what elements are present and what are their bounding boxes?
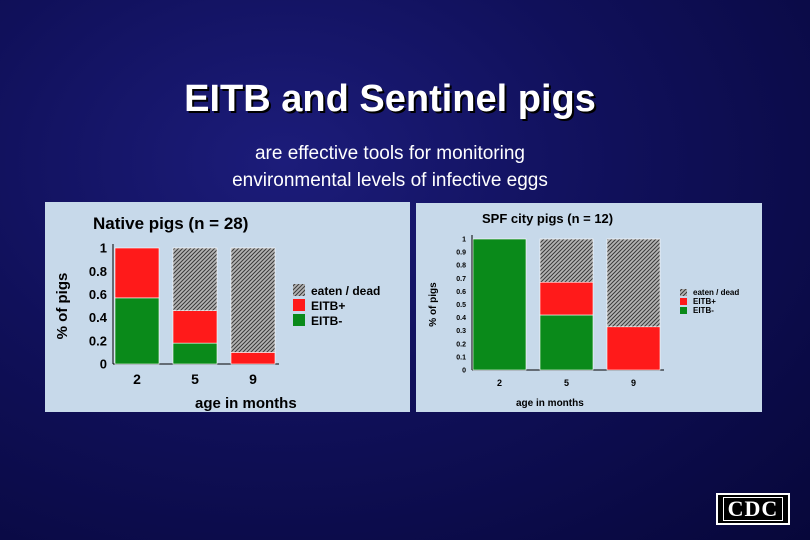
y-tick-label: 0.9 [456, 250, 466, 257]
subtitle-line-2: environmental levels of infective eggs [232, 170, 548, 191]
legend-label: EITB+ [693, 297, 716, 306]
y-axis-label: % of pigs [428, 282, 439, 327]
cdc-logo-text: CDC [722, 497, 784, 521]
bar-segment-eitb [230, 352, 276, 365]
y-axis-label: % of pigs [54, 273, 71, 340]
legend-swatch [293, 299, 305, 311]
bar-segment-eitb [172, 342, 218, 365]
legend-label: EITB- [693, 306, 714, 315]
spf-city-pigs-chart-panel: SPF city pigs (n = 12) 0 0.1 0.2 0.3 0.4 0.5 0.… [416, 203, 762, 412]
x-axis-label: age in months [516, 398, 584, 409]
x-tick-label: 2 [497, 378, 502, 388]
chart-title: Native pigs (n = 28) [93, 214, 248, 233]
slide-title: EITB and Sentinel pigs [184, 78, 596, 120]
legend-swatch [680, 289, 687, 296]
x-tick-label: 9 [249, 371, 257, 387]
legend-swatch [293, 284, 305, 296]
y-tick-label: 0.2 [456, 341, 466, 348]
y-tick-label: 1 [462, 236, 466, 243]
y-tick-label: 0.5 [456, 302, 466, 309]
bar-segment-eaten-dead [230, 247, 276, 353]
y-tick-label: 0.6 [89, 287, 107, 302]
bar-segment-eitb [114, 297, 160, 365]
y-tick-label: 0.1 [456, 354, 466, 361]
x-tick-label: 9 [631, 378, 636, 388]
y-tick-label: 0 [100, 357, 107, 372]
x-tick-label: 2 [133, 371, 141, 387]
y-tick-label: 0.3 [456, 328, 466, 335]
bar-segment-eaten-dead [606, 238, 661, 328]
legend-swatch [293, 314, 305, 326]
y-tick-label: 0.7 [456, 276, 466, 283]
legend-swatch [680, 298, 687, 305]
legend-label: eaten / dead [311, 284, 380, 298]
bar-segment-eaten-dead [172, 247, 218, 311]
y-tick-label: 0.4 [456, 315, 466, 322]
spf-city-pigs-chart: SPF city pigs (n = 12) 0 0.1 0.2 0.3 0.4 0.5 0.… [428, 211, 739, 409]
x-tick-label: 5 [564, 378, 569, 388]
legend-swatch [680, 307, 687, 314]
subtitle-line-1: are effective tools for monitoring [254, 143, 525, 164]
legend-label: EITB- [311, 314, 342, 328]
bar-segment-eitb [606, 326, 661, 371]
y-tick-label: 0 [462, 367, 466, 374]
bar-segment-eitb [114, 247, 160, 299]
x-tick-label: 5 [191, 371, 199, 387]
native-pigs-chart-panel: Native pigs (n = 28) 0 0.2 0.4 0.6 0.8 1 % of p… [45, 202, 410, 412]
y-tick-label: 0.6 [456, 289, 466, 296]
bar-segment-eitb [172, 310, 218, 344]
y-tick-label: 0.8 [89, 264, 107, 279]
bar-segment-eaten-dead [539, 238, 594, 283]
y-tick-label: 0.8 [456, 263, 466, 270]
legend-label: EITB+ [311, 299, 345, 313]
y-tick-label: 0.2 [89, 333, 107, 348]
bar-segment-eitb [539, 281, 594, 316]
bar-segment-eitb [539, 314, 594, 371]
bar-segment-eitb [472, 238, 527, 371]
legend-label: eaten / dead [693, 288, 739, 297]
chart-title: SPF city pigs (n = 12) [482, 211, 613, 226]
x-axis-label: age in months [195, 395, 297, 412]
cdc-logo: CDC [716, 493, 790, 525]
y-tick-label: 1 [100, 241, 107, 256]
native-pigs-chart: Native pigs (n = 28) 0 0.2 0.4 0.6 0.8 1 % of p… [54, 214, 380, 412]
y-tick-label: 0.4 [89, 310, 108, 325]
slide-subtitle: are effective tools for monitoring envir… [0, 140, 780, 194]
